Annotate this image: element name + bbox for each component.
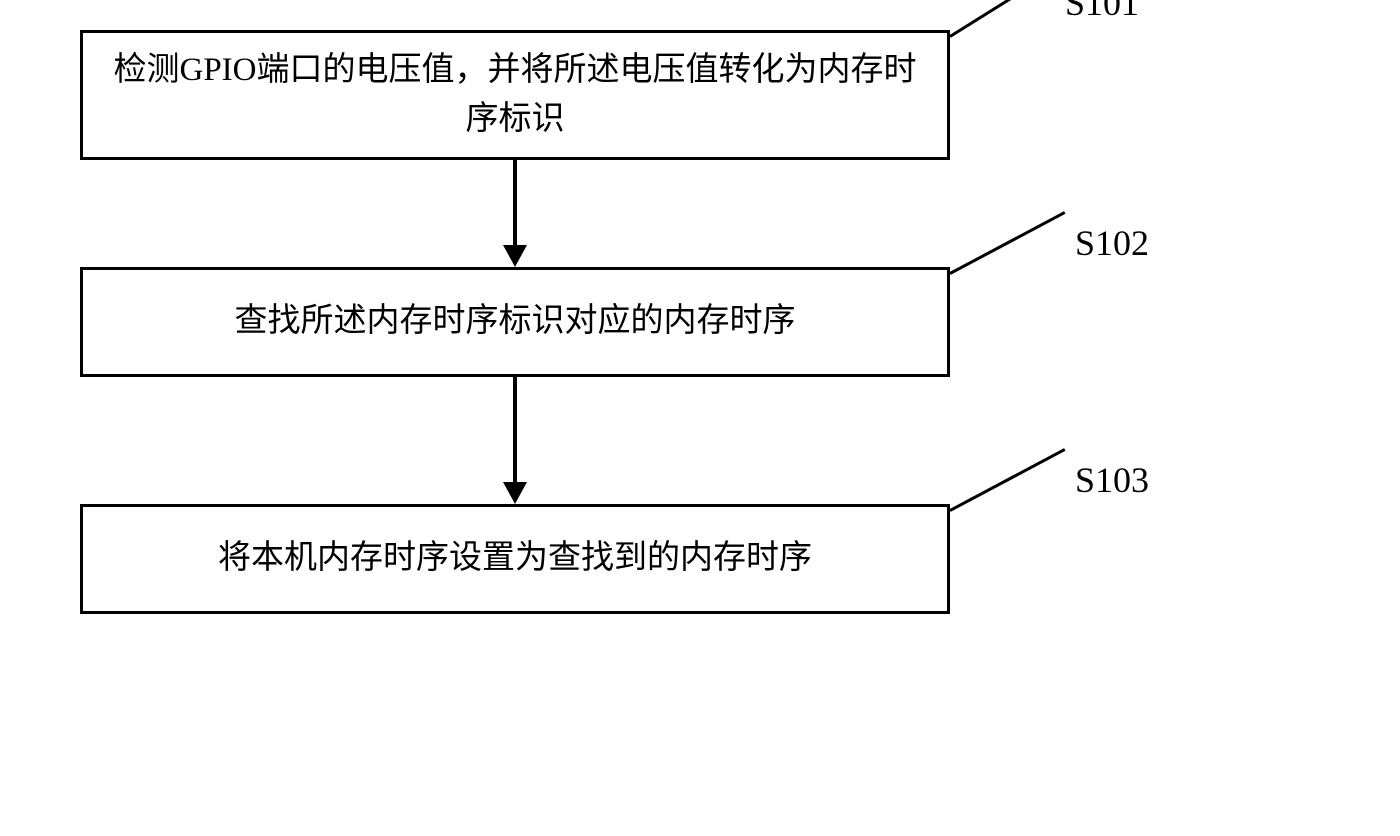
flow-box-s101: 检测GPIO端口的电压值，并将所述电压值转化为内存时序标识 bbox=[80, 30, 950, 160]
step-label-s101: S101 bbox=[1065, 0, 1139, 24]
flow-box-text: 查找所述内存时序标识对应的内存时序 bbox=[235, 297, 796, 347]
leader-line-s101 bbox=[949, 0, 1052, 38]
arrow-head-icon bbox=[503, 482, 527, 504]
arrow-line bbox=[513, 377, 517, 482]
arrow-line bbox=[513, 160, 517, 245]
flow-box-text: 检测GPIO端口的电压值，并将所述电压值转化为内存时序标识 bbox=[113, 46, 917, 145]
flow-box-s103: 将本机内存时序设置为查找到的内存时序 bbox=[80, 504, 950, 614]
leader-line-s103 bbox=[949, 448, 1065, 512]
flow-arrow-2 bbox=[80, 377, 950, 504]
step-label-s103: S103 bbox=[1075, 459, 1149, 501]
leader-line-s102 bbox=[949, 211, 1065, 275]
flowchart-container: 检测GPIO端口的电压值，并将所述电压值转化为内存时序标识 S101 查找所述内… bbox=[80, 30, 1320, 614]
flow-step-2: 查找所述内存时序标识对应的内存时序 S102 bbox=[80, 267, 1320, 377]
flow-box-text: 将本机内存时序设置为查找到的内存时序 bbox=[218, 534, 812, 584]
flow-step-1: 检测GPIO端口的电压值，并将所述电压值转化为内存时序标识 S101 bbox=[80, 30, 1320, 160]
flow-arrow-1 bbox=[80, 160, 950, 267]
arrow-head-icon bbox=[503, 245, 527, 267]
flow-box-s102: 查找所述内存时序标识对应的内存时序 bbox=[80, 267, 950, 377]
flow-step-3: 将本机内存时序设置为查找到的内存时序 S103 bbox=[80, 504, 1320, 614]
step-label-s102: S102 bbox=[1075, 222, 1149, 264]
